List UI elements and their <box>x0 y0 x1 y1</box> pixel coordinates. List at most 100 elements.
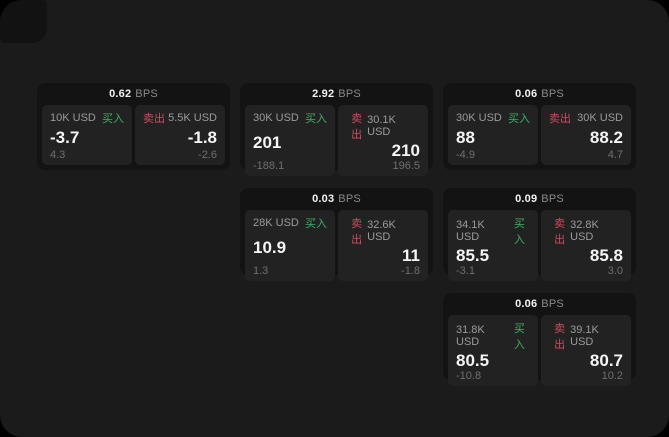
sell-button[interactable]: 卖出 <box>143 110 165 126</box>
bps-suffix-label: BPS <box>135 88 158 100</box>
bps-value: 0.06 <box>515 298 538 310</box>
buy-price: 85.5 <box>456 246 490 265</box>
buy-price: 88 <box>456 127 475 147</box>
buy-button[interactable]: 买入 <box>509 320 530 352</box>
panel-top-row: 31.8K USD 买入 <box>456 320 530 352</box>
panel-top-row: 卖出 39.1K USD <box>549 320 623 352</box>
bps-suffix-label: BPS <box>338 88 361 100</box>
sell-change: 196.5 <box>392 159 420 172</box>
sell-quote-panel[interactable]: 卖出 32.6K USD 11 -1.8 <box>338 210 428 281</box>
panel-top-row: 30K USD 买入 <box>253 110 327 126</box>
buy-button[interactable]: 买入 <box>102 110 124 126</box>
card-header: 0.06 BPS <box>448 83 631 105</box>
quote-card: 0.09 BPS 34.1K USD 买入 85.5 -3.1 卖出 32.8K… <box>443 188 636 281</box>
corner-logo-button[interactable] <box>0 0 47 43</box>
bps-value: 0.09 <box>515 193 538 205</box>
buy-amount: 31.8K USD <box>456 324 485 348</box>
sell-price: -1.8 <box>187 127 217 147</box>
sell-change: 3.0 <box>607 264 623 277</box>
bps-suffix-label: BPS <box>541 193 564 205</box>
buy-amount: 28K USD <box>253 217 299 229</box>
quote-panels: 34.1K USD 买入 85.5 -3.1 卖出 32.8K USD 85.8… <box>448 210 631 281</box>
quote-card: 0.06 BPS 31.8K USD 买入 80.5 -10.8 卖出 39.1… <box>443 293 636 386</box>
quote-panels: 10K USD 买入 -3.7 4.3 卖出 5.5K USD -1.8 -2.… <box>42 105 225 165</box>
sell-quote-panel[interactable]: 卖出 30.1K USD 210 196.5 <box>338 105 428 176</box>
buy-change: -188.1 <box>253 159 285 172</box>
buy-change: 4.3 <box>50 149 66 161</box>
sell-button[interactable]: 卖出 <box>549 110 571 126</box>
sell-quote-panel[interactable]: 卖出 30K USD 88.2 4.7 <box>541 105 631 165</box>
sell-change: 4.7 <box>607 149 623 161</box>
card-header: 0.06 BPS <box>448 293 631 315</box>
sell-price: 88.2 <box>589 127 623 147</box>
sell-amount: 5.5K USD <box>168 112 217 124</box>
quote-card: 0.06 BPS 30K USD 买入 88 -4.9 卖出 30K USD <box>443 83 636 170</box>
bps-value: 0.03 <box>312 193 335 205</box>
buy-price: 10.9 <box>253 238 287 257</box>
buy-button[interactable]: 买入 <box>305 110 327 126</box>
quote-panels: 28K USD 买入 10.9 1.3 卖出 32.6K USD 11 -1.8 <box>245 210 428 281</box>
bps-suffix-label: BPS <box>338 193 361 205</box>
buy-quote-panel[interactable]: 30K USD 买入 88 -4.9 <box>448 105 538 165</box>
sell-quote-panel[interactable]: 卖出 39.1K USD 80.7 10.2 <box>541 315 631 386</box>
buy-quote-panel[interactable]: 28K USD 买入 10.9 1.3 <box>245 210 335 281</box>
buy-button[interactable]: 买入 <box>508 110 530 126</box>
sell-price: 11 <box>402 246 420 265</box>
sell-button[interactable]: 卖出 <box>549 215 570 247</box>
quote-card: 0.03 BPS 28K USD 买入 10.9 1.3 卖出 32.6K US… <box>240 188 433 281</box>
sell-price: 80.7 <box>589 351 623 370</box>
bps-suffix-label: BPS <box>541 298 564 310</box>
buy-button[interactable]: 买入 <box>305 215 327 231</box>
panel-top-row: 卖出 32.6K USD <box>346 215 420 247</box>
card-header: 2.92 BPS <box>245 83 428 105</box>
quote-panels: 30K USD 买入 201 -188.1 卖出 30.1K USD 210 1… <box>245 105 428 176</box>
panel-top-row: 卖出 30K USD <box>549 110 623 126</box>
buy-quote-panel[interactable]: 34.1K USD 买入 85.5 -3.1 <box>448 210 538 281</box>
quote-panels: 31.8K USD 买入 80.5 -10.8 卖出 39.1K USD 80.… <box>448 315 631 386</box>
sell-amount: 32.8K USD <box>570 219 599 243</box>
panel-top-row: 卖出 32.8K USD <box>549 215 623 247</box>
buy-change: -10.8 <box>456 369 482 382</box>
sell-amount: 39.1K USD <box>570 324 599 348</box>
buy-amount: 30K USD <box>253 112 299 124</box>
panel-top-row: 30K USD 买入 <box>456 110 530 126</box>
sell-button[interactable]: 卖出 <box>346 215 367 247</box>
sell-price: 85.8 <box>589 246 623 265</box>
sell-price: 210 <box>391 141 420 160</box>
quote-card: 0.62 BPS 10K USD 买入 -3.7 4.3 卖出 5.5K USD <box>37 83 230 170</box>
panel-top-row: 34.1K USD 买入 <box>456 215 530 247</box>
quote-panels: 30K USD 买入 88 -4.9 卖出 30K USD 88.2 4.7 <box>448 105 631 165</box>
buy-price: 80.5 <box>456 351 490 370</box>
quote-card-grid: 0.62 BPS 10K USD 买入 -3.7 4.3 卖出 5.5K USD <box>37 83 636 386</box>
bps-value: 0.06 <box>515 88 538 100</box>
buy-button[interactable]: 买入 <box>509 215 530 247</box>
buy-amount: 30K USD <box>456 112 502 124</box>
bps-suffix-label: BPS <box>541 88 564 100</box>
sell-change: 10.2 <box>601 369 623 382</box>
buy-change: -4.9 <box>456 149 475 161</box>
buy-change: 1.3 <box>253 264 269 277</box>
panel-top-row: 卖出 5.5K USD <box>143 110 217 126</box>
sell-quote-panel[interactable]: 卖出 32.8K USD 85.8 3.0 <box>541 210 631 281</box>
sell-quote-panel[interactable]: 卖出 5.5K USD -1.8 -2.6 <box>135 105 225 165</box>
buy-quote-panel[interactable]: 10K USD 买入 -3.7 4.3 <box>42 105 132 165</box>
buy-price: -3.7 <box>50 127 80 147</box>
buy-quote-panel[interactable]: 30K USD 买入 201 -188.1 <box>245 105 335 176</box>
buy-change: -3.1 <box>456 264 475 277</box>
sell-button[interactable]: 卖出 <box>549 320 570 352</box>
buy-amount: 34.1K USD <box>456 219 485 243</box>
sell-change: -2.6 <box>198 149 217 161</box>
panel-top-row: 10K USD 买入 <box>50 110 124 126</box>
sell-amount: 30.1K USD <box>367 114 396 138</box>
quote-card: 2.92 BPS 30K USD 买入 201 -188.1 卖出 30.1K … <box>240 83 433 176</box>
buy-amount: 10K USD <box>50 112 96 124</box>
panel-top-row: 卖出 30.1K USD <box>346 110 420 142</box>
buy-quote-panel[interactable]: 31.8K USD 买入 80.5 -10.8 <box>448 315 538 386</box>
sell-button[interactable]: 卖出 <box>346 110 367 142</box>
card-header: 0.62 BPS <box>42 83 225 105</box>
panel-top-row: 28K USD 买入 <box>253 215 327 231</box>
card-header: 0.09 BPS <box>448 188 631 210</box>
bps-value: 2.92 <box>312 88 335 100</box>
sell-amount: 32.6K USD <box>367 219 396 243</box>
